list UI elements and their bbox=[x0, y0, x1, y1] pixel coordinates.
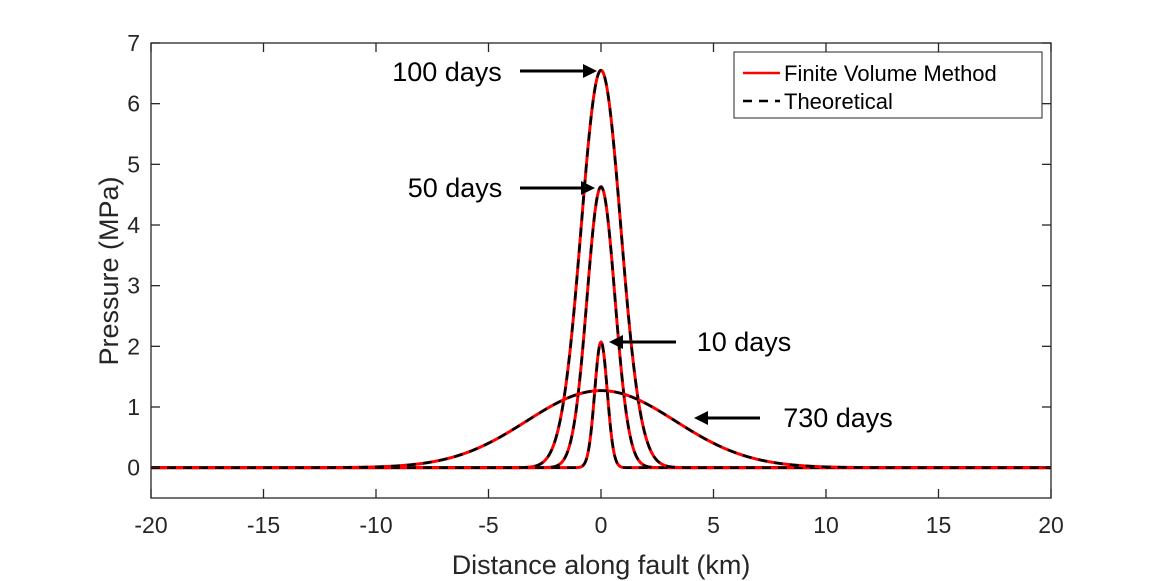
x-tick-label: -10 bbox=[359, 512, 392, 538]
annotation-arrowhead-100-days bbox=[583, 64, 597, 78]
x-tick-label: 5 bbox=[707, 512, 720, 538]
annotation-10-days: 10 days bbox=[697, 327, 792, 357]
annotation-100-days: 100 days bbox=[392, 57, 502, 87]
y-tick-label: 1 bbox=[127, 394, 140, 420]
series-fvm-10-days bbox=[151, 340, 1051, 470]
series-fvm-50-days bbox=[151, 185, 1051, 470]
x-axis-title: Distance along fault (km) bbox=[452, 550, 751, 580]
series-fvm-730-days bbox=[151, 389, 1051, 470]
annotation-730-days: 730 days bbox=[783, 403, 893, 433]
series-theoretical-10-days bbox=[151, 340, 1051, 469]
y-axis-title: Pressure (MPa) bbox=[94, 176, 124, 365]
legend-label-theoretical: Theoretical bbox=[784, 89, 893, 114]
legend: Finite Volume Method Theoretical bbox=[733, 51, 1043, 119]
y-tick-label: 4 bbox=[127, 212, 140, 238]
x-tick-label: 10 bbox=[813, 512, 839, 538]
annotation-50-days: 50 days bbox=[408, 173, 503, 203]
curves-layer bbox=[151, 68, 1051, 470]
annotation-arrowhead-50-days bbox=[581, 181, 595, 195]
x-tick-label: -15 bbox=[247, 512, 280, 538]
annotation-arrowhead-730-days bbox=[694, 411, 708, 425]
x-tick-label: -20 bbox=[134, 512, 167, 538]
y-tick-label: 2 bbox=[127, 333, 140, 359]
y-tick-label: 3 bbox=[127, 273, 140, 299]
x-tick-label: -5 bbox=[478, 512, 498, 538]
legend-label-fvm: Finite Volume Method bbox=[784, 61, 997, 86]
series-theoretical-50-days bbox=[151, 185, 1051, 469]
y-tick-label: 0 bbox=[127, 455, 140, 481]
x-tick-label: 20 bbox=[1038, 512, 1064, 538]
y-tick-label: 7 bbox=[127, 30, 140, 56]
series-theoretical-100-days bbox=[151, 68, 1051, 469]
y-tick-label: 5 bbox=[127, 151, 140, 177]
x-tick-label: 15 bbox=[926, 512, 952, 538]
x-tick-label: 0 bbox=[595, 512, 608, 538]
annotation-arrowhead-10-days bbox=[609, 335, 623, 349]
legend-box bbox=[733, 51, 1043, 119]
series-fvm-100-days bbox=[151, 68, 1051, 470]
series-theoretical-730-days bbox=[151, 389, 1051, 469]
ticks-layer: -20 -15 -10 -5 0 5 10 15 20 0 1 2 3 4 5 6 7 bbox=[127, 30, 1064, 538]
y-tick-label: 6 bbox=[127, 91, 140, 117]
